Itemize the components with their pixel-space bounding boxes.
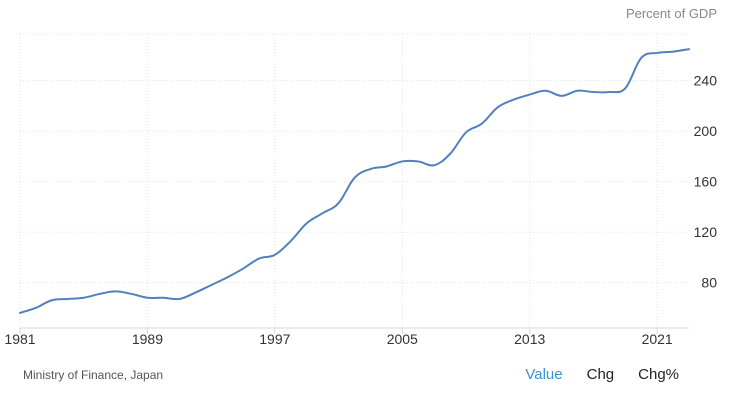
x-tick-label: 1981 [4, 331, 35, 347]
y-tick-label: 240 [694, 73, 718, 89]
x-tick-label: 1989 [132, 331, 163, 347]
y-tick-label: 200 [694, 123, 718, 139]
change-button[interactable]: Chg [586, 366, 615, 383]
y-tick-label: 80 [701, 275, 717, 291]
value-button[interactable]: Value [525, 366, 563, 383]
x-tick-label: 2005 [387, 331, 418, 347]
x-tick-label: 2021 [642, 331, 673, 347]
view-switcher: Value Chg Chg% [513, 366, 691, 383]
y-tick-label: 160 [694, 174, 718, 190]
change-percent-button[interactable]: Chg% [638, 366, 679, 383]
x-tick-label: 2013 [514, 331, 545, 347]
unit-label: Percent of GDP [626, 6, 717, 21]
series-line [19, 48, 690, 314]
source-label: Ministry of Finance, Japan [23, 368, 164, 382]
y-tick-label: 120 [694, 224, 718, 240]
x-tick-label: 1997 [259, 331, 290, 347]
